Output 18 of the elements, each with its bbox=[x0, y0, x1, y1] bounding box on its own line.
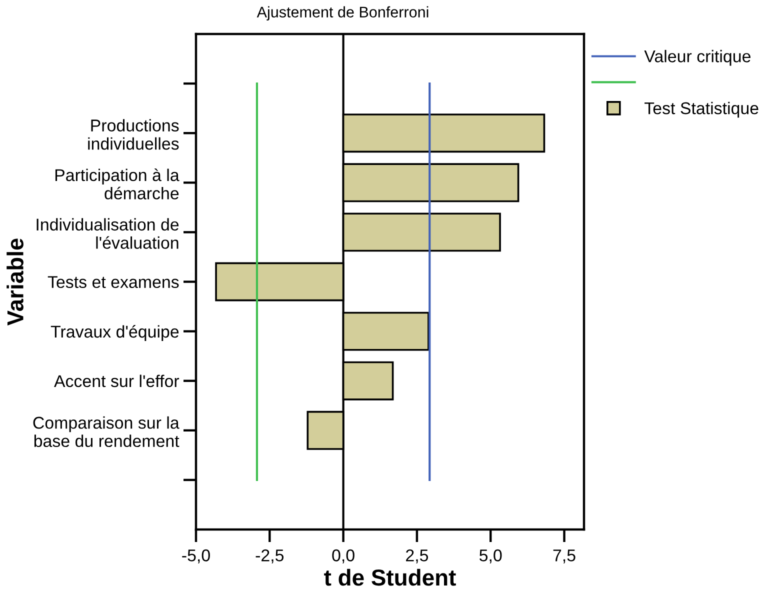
y-tick-label: Travaux d'équipe bbox=[50, 325, 179, 342]
x-tick-label: 7,5 bbox=[553, 550, 576, 564]
y-tick-label: Participation à la démarche bbox=[55, 168, 180, 200]
x-tick-label: -5,0 bbox=[182, 549, 210, 564]
y-tick-label: Comparaison sur la base du rendement bbox=[33, 416, 180, 448]
y-tick-label: Individualisation de l'évaluation bbox=[36, 218, 179, 249]
legend-label: Valeur critique bbox=[644, 50, 750, 66]
x-tick-label: 0,0 bbox=[332, 549, 354, 564]
x-tick-label: 2,5 bbox=[406, 549, 428, 564]
x-tick-label: 5,0 bbox=[480, 549, 502, 564]
x-axis-title: t de Student bbox=[324, 568, 456, 586]
y-axis-title: Variable bbox=[6, 238, 24, 326]
legend-label: Test Statistique bbox=[644, 102, 758, 118]
y-tick-label: Accent sur l'effor bbox=[54, 374, 180, 388]
chart-title: Ajustement de Bonferroni bbox=[256, 6, 428, 21]
y-tick-label: Tests et examens bbox=[48, 276, 179, 288]
y-tick-label: Productions individuelles bbox=[88, 119, 179, 150]
x-tick-label: -2,5 bbox=[256, 549, 284, 564]
